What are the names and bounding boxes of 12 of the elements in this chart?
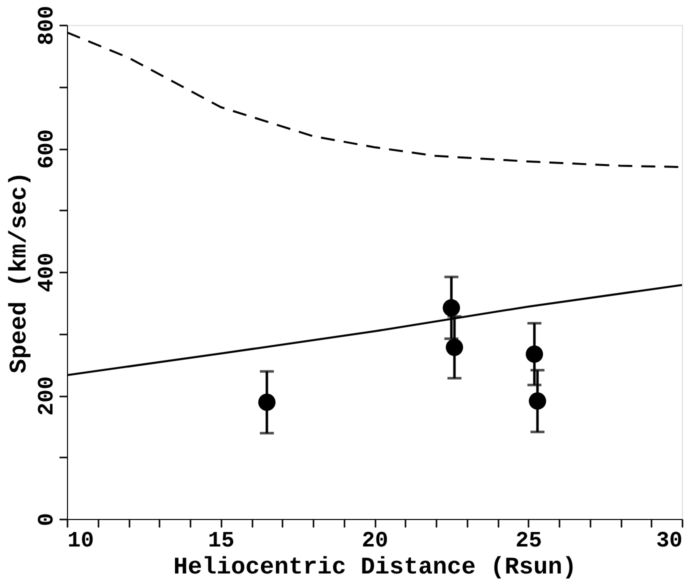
x-axis-title: Heliocentric Distance (Rsun) [173, 554, 577, 582]
x-tick-label: 10 [68, 528, 94, 554]
y-tick-label: 0 [34, 512, 60, 526]
x-tick-label: 25 [516, 528, 542, 554]
x-tick-label: 15 [208, 528, 234, 554]
x-tick-label: 20 [362, 528, 388, 554]
y-tick-label: 600 [34, 129, 60, 169]
y-tick-label: 200 [34, 376, 60, 416]
y-axis-title: Speed (km/sec) [6, 172, 34, 374]
y-tick-label: 800 [34, 6, 60, 46]
x-tick-label: 30 [656, 528, 682, 554]
y-tick-label: 400 [34, 252, 60, 292]
